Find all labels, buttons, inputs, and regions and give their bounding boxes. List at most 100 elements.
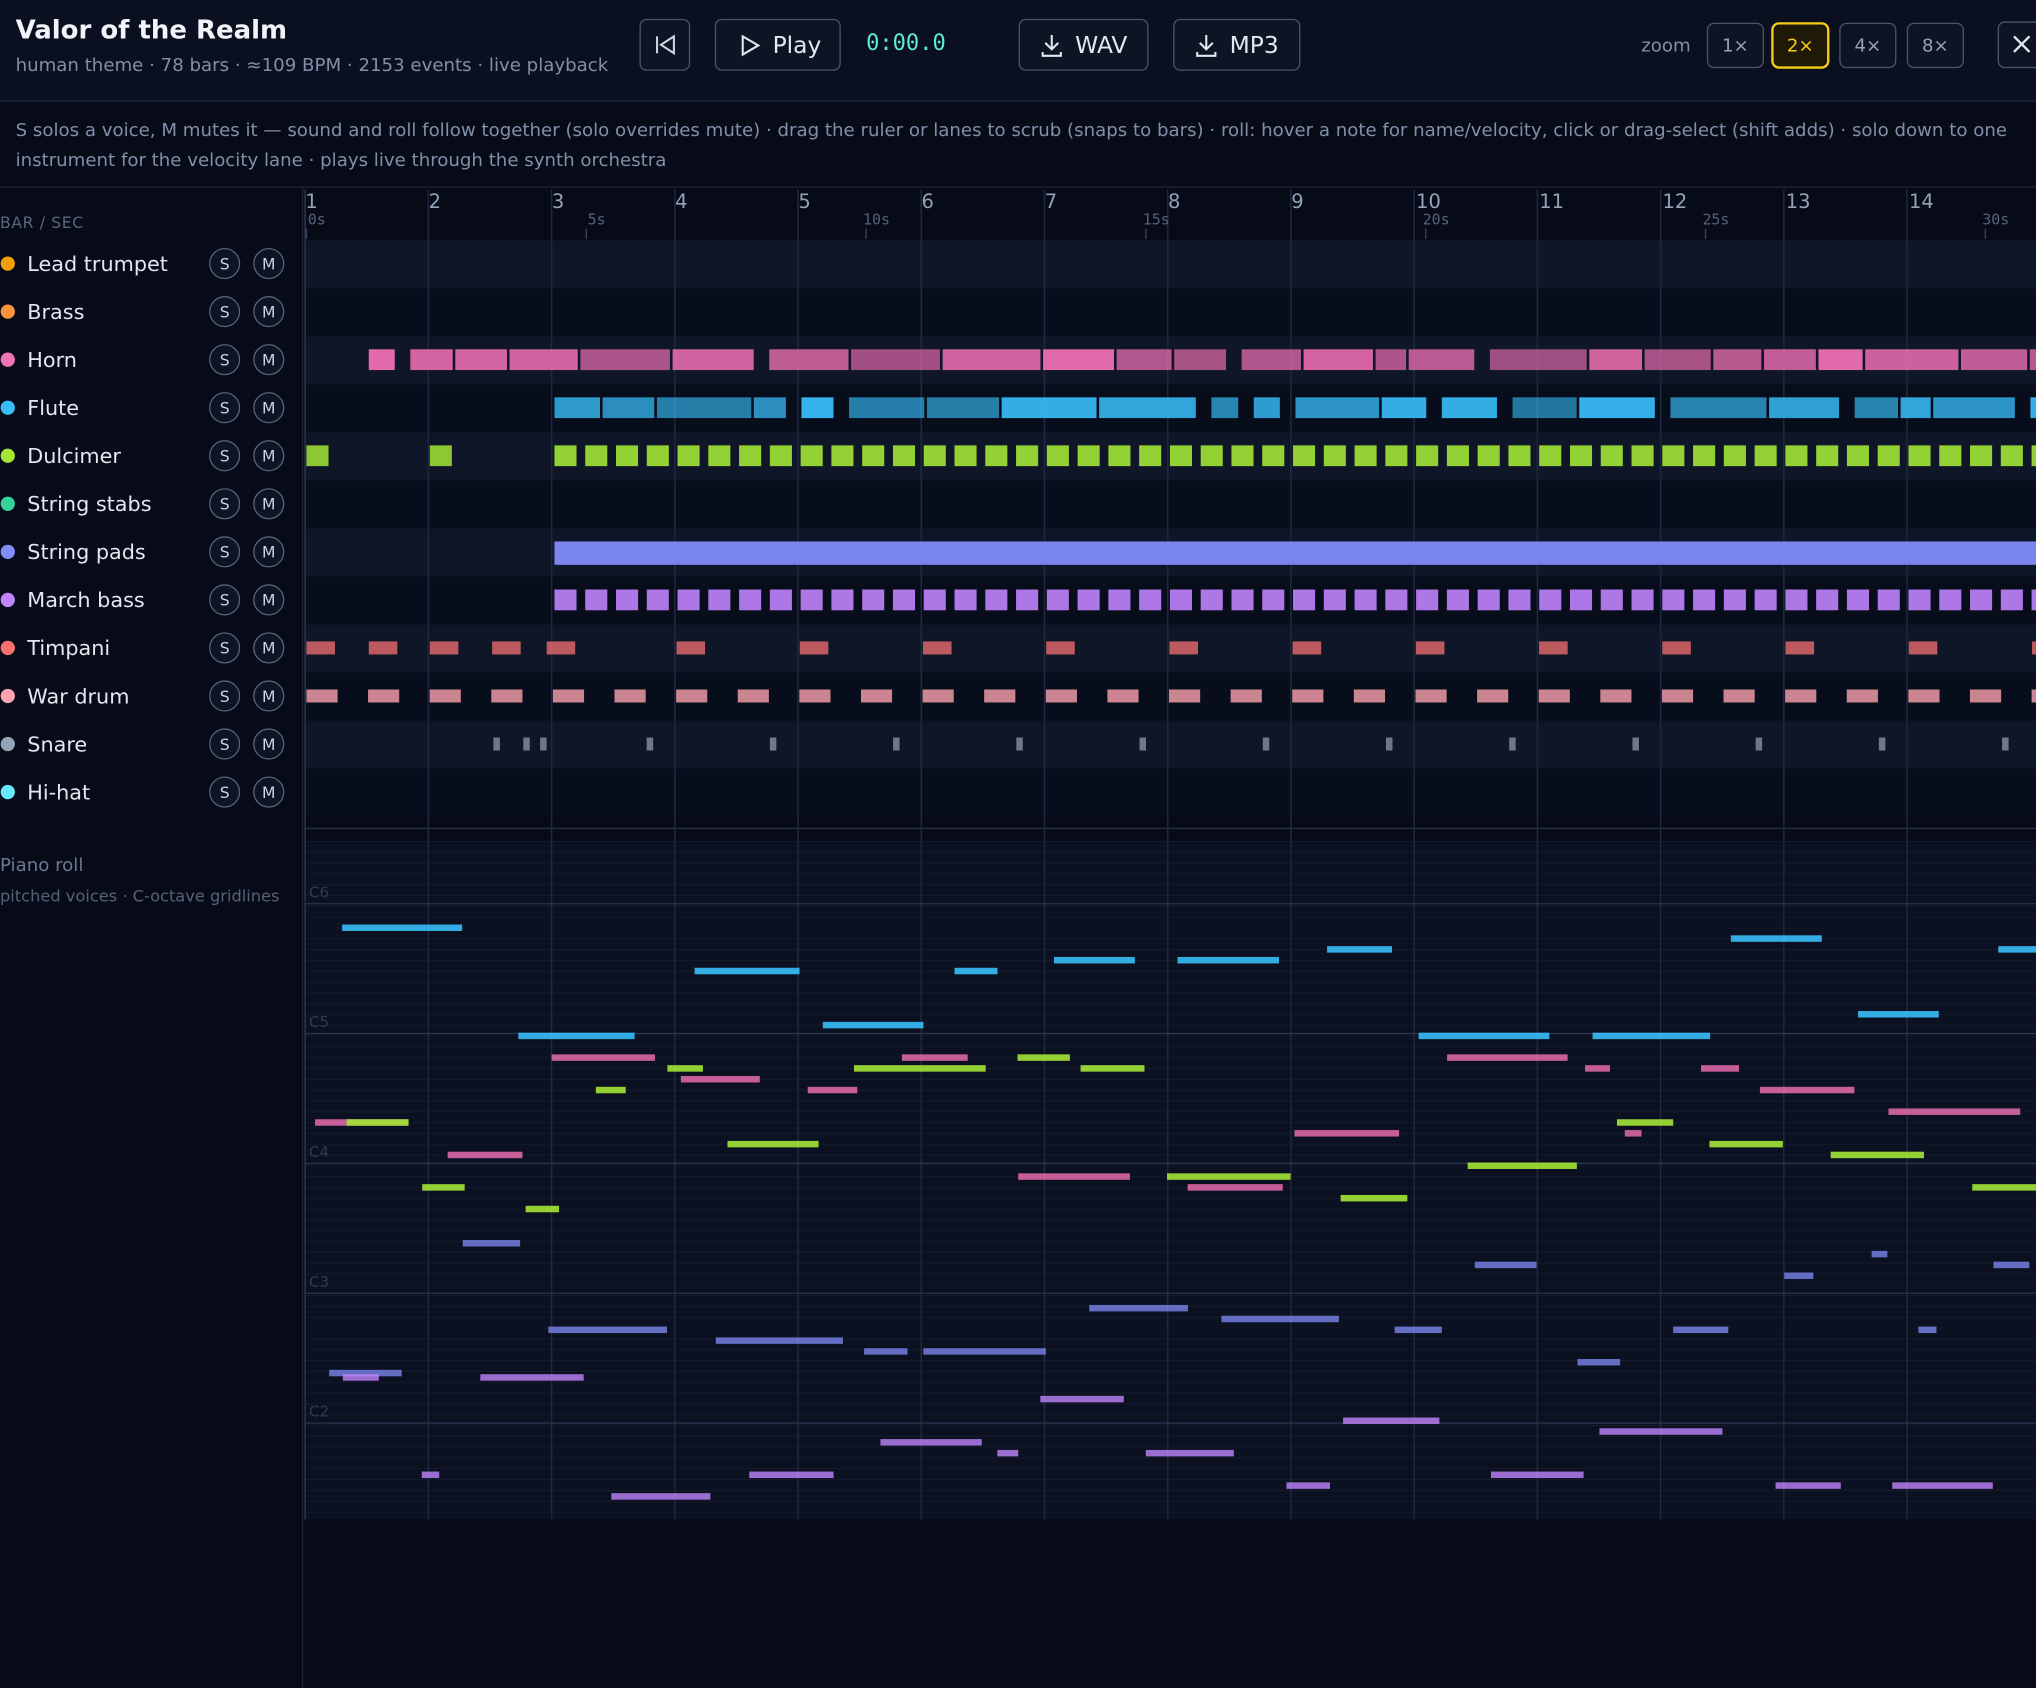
note: [1763, 349, 1816, 371]
mute-label: M: [262, 640, 275, 658]
note: [1908, 589, 1931, 611]
octave-label: C5: [309, 1013, 329, 1031]
note: [491, 689, 523, 703]
solo-button[interactable]: S: [209, 632, 241, 664]
solo-button[interactable]: S: [209, 584, 241, 616]
note: [1961, 349, 2028, 371]
solo-button[interactable]: S: [209, 728, 241, 760]
solo-label: S: [220, 400, 230, 418]
note: [480, 1374, 584, 1381]
solo-button[interactable]: S: [209, 488, 241, 520]
note: [1474, 1261, 1537, 1269]
note: [1785, 445, 1808, 467]
button-frame: [209, 392, 241, 424]
solo-button[interactable]: S: [209, 440, 241, 472]
mute-button[interactable]: M: [253, 776, 285, 808]
note: [1865, 349, 1959, 371]
solo-button[interactable]: S: [209, 680, 241, 712]
mute-label: M: [262, 688, 275, 706]
bar-number: 5: [798, 190, 810, 213]
roll-subtitle: pitched voices · C-octave gridlines: [0, 887, 279, 906]
bar-number: 12: [1663, 190, 1688, 213]
mute-button[interactable]: M: [253, 248, 285, 280]
note: [677, 589, 700, 611]
mute-label: M: [262, 592, 275, 610]
note: [548, 1326, 668, 1334]
note: [1512, 397, 1577, 419]
note: [1416, 589, 1439, 611]
close-button[interactable]: [1997, 21, 2036, 69]
note: [2031, 641, 2036, 655]
wav-button[interactable]: WAV: [1018, 18, 1149, 71]
note: [1993, 1261, 2030, 1269]
note: [1775, 1482, 1841, 1489]
solo-button[interactable]: S: [209, 536, 241, 568]
help-text: instrument for the velocity lane · plays…: [16, 150, 667, 171]
zoom-button[interactable]: 1×: [1706, 22, 1764, 69]
note: [708, 589, 731, 611]
note: [892, 445, 916, 467]
note: [1262, 737, 1270, 751]
mute-button[interactable]: M: [253, 488, 285, 520]
track-color: [0, 496, 15, 511]
solo-button[interactable]: S: [209, 296, 241, 328]
mp3-button[interactable]: MP3: [1173, 18, 1301, 71]
note: [1353, 689, 1386, 703]
note: [676, 641, 706, 655]
note: [2031, 689, 2036, 703]
note: [1539, 589, 1562, 611]
note: [1709, 1140, 1783, 1148]
button-frame: [209, 488, 241, 520]
note: [1933, 397, 2015, 419]
octave-label: C4: [309, 1143, 329, 1161]
play-button[interactable]: Play: [714, 18, 841, 71]
note: [1816, 589, 1839, 611]
zoom-button[interactable]: 4×: [1839, 22, 1897, 69]
note: [667, 1065, 703, 1072]
solo-button[interactable]: S: [209, 344, 241, 376]
note: [676, 689, 708, 703]
mute-button[interactable]: M: [253, 584, 285, 616]
button-frame: [253, 248, 285, 280]
note: [1769, 397, 1840, 419]
mute-button[interactable]: M: [253, 392, 285, 424]
note: [1394, 1326, 1442, 1334]
note: [1908, 641, 1938, 655]
mute-button[interactable]: M: [253, 344, 285, 376]
note: [1785, 689, 1817, 703]
mute-button[interactable]: M: [253, 728, 285, 760]
mute-button[interactable]: M: [253, 632, 285, 664]
solo-button[interactable]: S: [209, 392, 241, 424]
button-frame: [209, 584, 241, 616]
note: [580, 349, 670, 371]
mute-label: M: [262, 448, 275, 466]
zoom-button[interactable]: 8×: [1906, 22, 1964, 69]
button-frame: [1771, 22, 1830, 69]
note: [1169, 589, 1192, 611]
note: [1077, 445, 1100, 467]
note: [611, 1493, 711, 1500]
button-frame: [1839, 22, 1897, 69]
note: [1080, 1065, 1145, 1072]
icon: [1041, 35, 1062, 57]
zoom-button[interactable]: 2×: [1771, 22, 1830, 69]
mute-button[interactable]: M: [253, 440, 285, 472]
note: [1108, 589, 1131, 611]
button-frame: [209, 680, 241, 712]
rewind-button[interactable]: [639, 18, 691, 71]
seconds-label: 20s: [1423, 211, 1450, 229]
note: [1539, 641, 1568, 655]
solo-button[interactable]: S: [209, 776, 241, 808]
note: [2000, 589, 2023, 611]
mute-button[interactable]: M: [253, 536, 285, 568]
note: [822, 1021, 924, 1029]
button-frame: [253, 440, 285, 472]
note: [1477, 589, 1500, 611]
mute-button[interactable]: M: [253, 680, 285, 712]
note: [554, 589, 577, 611]
mute-button[interactable]: M: [253, 296, 285, 328]
solo-button[interactable]: S: [209, 248, 241, 280]
note: [997, 1449, 1019, 1457]
note: [1579, 397, 1655, 419]
note: [1600, 689, 1632, 703]
